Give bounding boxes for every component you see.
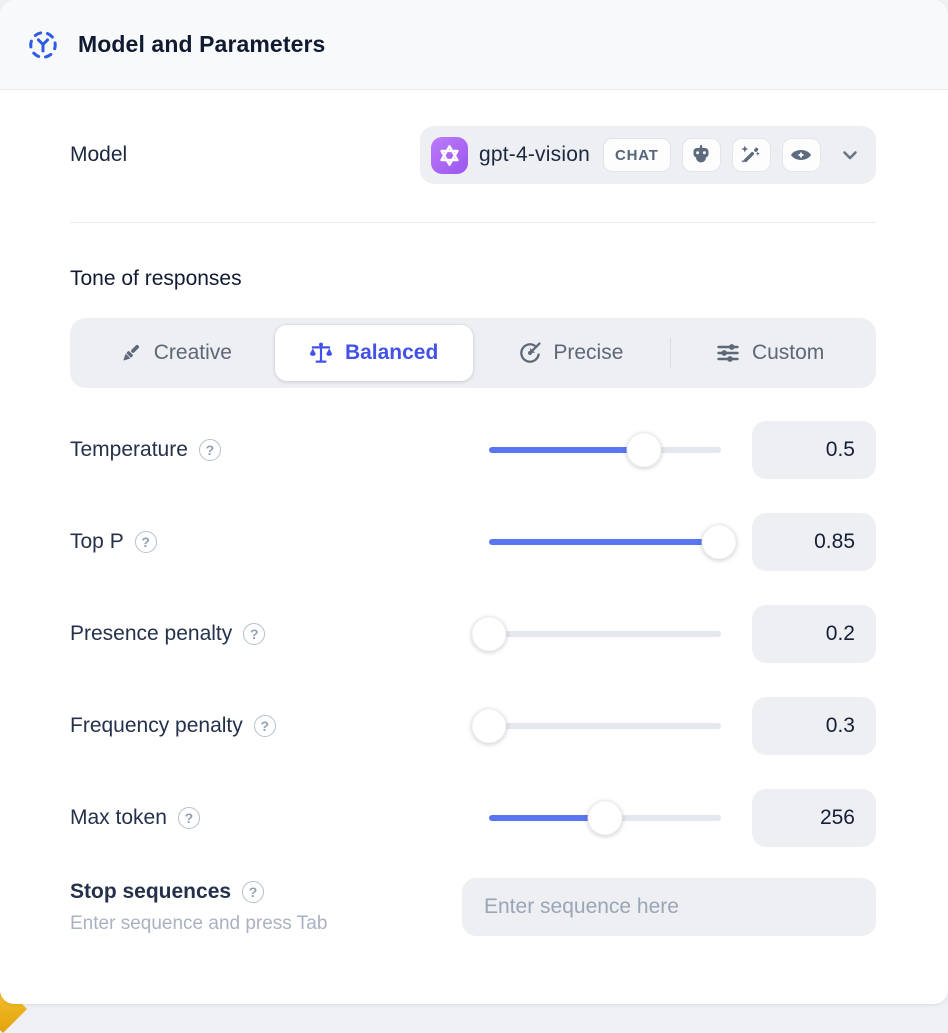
temperature-value[interactable]: 0.5 [752,421,876,479]
scale-icon [309,341,333,365]
chat-type-badge: CHAT [602,138,671,172]
stop-sequences-hint: Enter sequence and press Tab [70,913,328,934]
slider-thumb[interactable] [701,524,737,560]
help-icon[interactable]: ? [253,715,276,737]
model-label: Model [70,143,128,166]
wand-sparkles-icon [731,138,771,172]
model-name: gpt-4-vision [479,143,590,166]
slider-thumb[interactable] [626,432,662,468]
stop-sequence-input[interactable] [462,878,876,936]
openai-logo [431,136,468,174]
eye-sparkle-icon [781,138,821,172]
model-row: Model gpt-4-vision CHAT [70,126,876,184]
target-arrow-icon [519,342,541,364]
frequency-penalty-value[interactable]: 0.3 [752,697,876,755]
presence-penalty-slider[interactable] [471,616,721,652]
chevron-down-icon [840,145,860,165]
help-icon[interactable]: ? [243,623,266,645]
tone-option-label: Precise [553,341,624,364]
top-p-slider[interactable] [489,524,737,560]
parameter-label: Frequency penalty [70,714,243,737]
help-icon[interactable]: ? [198,439,221,461]
tone-option-balanced[interactable]: Balanced [274,325,473,381]
segment-divider [670,338,672,368]
parameter-label: Max token [70,806,167,829]
top-p-value[interactable]: 0.85 [752,513,876,571]
panel-title: Model and Parameters [78,31,326,57]
presence-penalty-value[interactable]: 0.2 [752,605,876,663]
parameter-row-temperature: Temperature ? 0.5 [70,421,876,479]
model-select[interactable]: gpt-4-vision CHAT [420,126,876,184]
parameter-row-top-p: Top P ? 0.85 [70,513,876,571]
help-icon[interactable]: ? [177,807,200,829]
temperature-slider[interactable] [489,432,721,468]
model-parameters-panel: Model and Parameters Model gpt-4-vision … [0,0,948,1004]
help-icon[interactable]: ? [134,531,157,553]
slider-thumb[interactable] [471,616,507,652]
panel-header: Model and Parameters [0,0,948,90]
tone-option-precise[interactable]: Precise [473,325,671,381]
tone-option-creative[interactable]: Creative [77,325,275,381]
slider-thumb[interactable] [587,800,623,836]
parameters-list: Temperature ? 0.5 Top P ? [70,421,876,847]
parameter-row-frequency-penalty: Frequency penalty ? 0.3 [70,697,876,755]
frequency-penalty-slider[interactable] [471,708,721,744]
parameter-row-max-token: Max token ? 256 [70,789,876,847]
parameter-label: Top P [70,530,124,553]
stop-sequences-row: Stop sequences ? Enter sequence and pres… [70,878,876,936]
tone-option-label: Creative [153,341,232,364]
help-icon[interactable]: ? [242,881,265,903]
model-hub-icon [26,28,60,62]
section-divider [70,222,876,223]
paintbrush-icon [120,342,142,364]
tone-option-label: Balanced [344,341,439,364]
parameter-row-presence-penalty: Presence penalty ? 0.2 [70,605,876,663]
tone-option-label: Custom [751,341,825,364]
stop-sequences-label: Stop sequences [70,880,232,903]
robot-icon [681,138,721,172]
max-token-slider[interactable] [489,800,721,836]
parameter-label: Presence penalty [70,622,233,645]
tone-segmented-control: Creative Balanced [70,318,876,388]
tone-option-custom[interactable]: Custom [671,325,869,381]
max-token-value[interactable]: 256 [752,789,876,847]
parameter-label: Temperature [70,438,188,461]
tone-section-title: Tone of responses [70,267,242,290]
slider-thumb[interactable] [471,708,507,744]
sliders-icon [716,341,740,365]
